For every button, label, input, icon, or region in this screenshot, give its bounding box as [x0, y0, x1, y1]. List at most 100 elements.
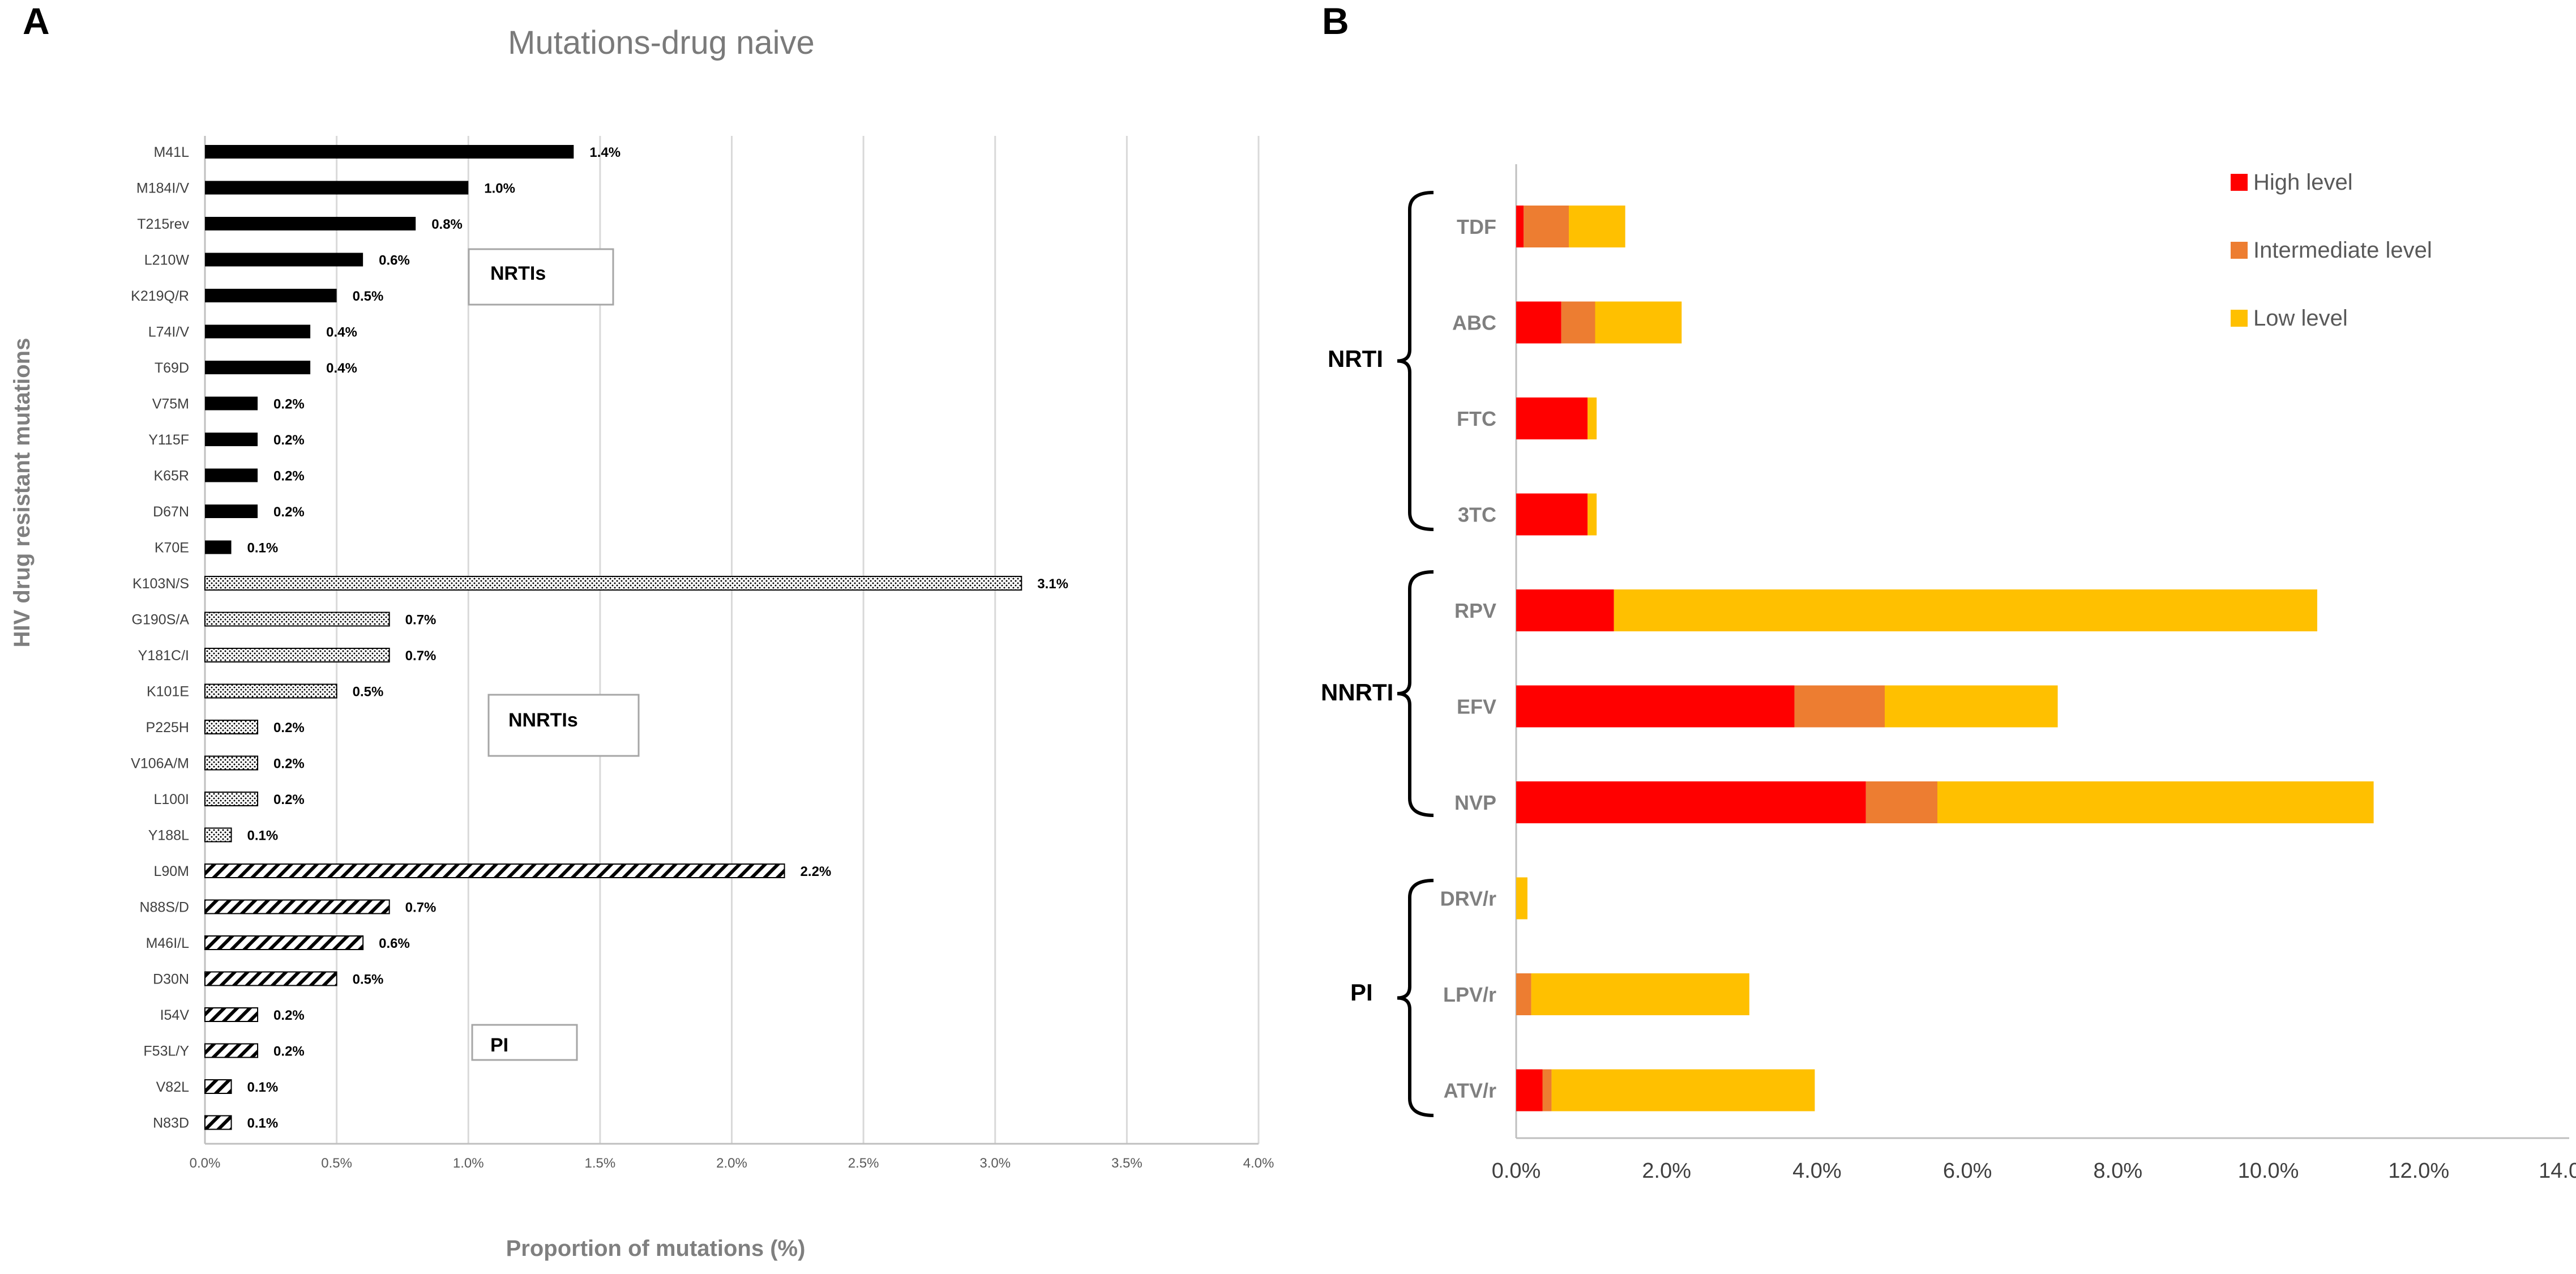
bar-b-3tc-low-level [1587, 493, 1597, 536]
category-label-a: K70E [155, 540, 189, 556]
legend-swatch-b-low-level [2231, 310, 2248, 327]
bar-b-nvp-low-level [1937, 781, 2374, 823]
category-label-a: G190S/A [132, 612, 190, 628]
bar-a-p225h [204, 720, 259, 734]
category-label-a: Y115F [148, 432, 189, 448]
bar-b-ftc-high-level [1516, 397, 1588, 439]
bar-a-v106a-m [204, 755, 259, 771]
data-label-a: 0.2% [273, 1008, 305, 1023]
category-label-a: Y181C/I [138, 648, 189, 664]
x-tick-label-a: 2.0% [716, 1156, 747, 1171]
bar-b-tdf-high-level [1516, 206, 1524, 247]
data-label-a: 0.2% [273, 792, 305, 807]
bar-a-l100i [204, 792, 259, 806]
x-axis-title-a: Proportion of mutations (%) [506, 1236, 806, 1261]
category-label-a: N88S/D [139, 900, 189, 916]
bar-b-abc-high-level [1516, 301, 1561, 344]
category-label-a: K103N/S [132, 576, 189, 592]
x-tick-label-b: 2.0% [1642, 1159, 1691, 1183]
bar-b-abc-low-level [1595, 301, 1682, 344]
category-label-a: F53L/Y [143, 1044, 189, 1059]
bar-a-v75m [205, 396, 258, 411]
category-label-b: RPV [1454, 599, 1496, 622]
x-tick-label-a: 2.5% [848, 1156, 879, 1171]
data-label-a: 2.2% [801, 864, 832, 879]
bar-b-efv-high-level [1516, 685, 1795, 728]
bar-a-k219q-r [205, 289, 337, 302]
x-tick-label-b: 14.0% [2539, 1159, 2576, 1183]
data-label-a: 0.7% [405, 648, 437, 664]
data-label-a: 0.2% [273, 505, 305, 520]
data-label-a: 0.1% [247, 541, 279, 556]
panel-a-title: Mutations-drug naive [508, 24, 815, 61]
bar-a-l210w [205, 253, 363, 267]
bar-a-t215rev [205, 217, 416, 230]
bar-a-d67n [205, 505, 258, 518]
legend-label-b-intermediate-level: Intermediate level [2253, 238, 2432, 263]
bar-b-tdf-intermediate-level [1524, 206, 1569, 247]
group-brace-b-nrti [1397, 191, 1434, 531]
x-tick-label-b: 12.0% [2388, 1159, 2449, 1183]
bar-b-rpv-low-level [1614, 589, 2317, 631]
x-tick-label-a: 0.0% [190, 1156, 221, 1171]
group-label-b-pi: PI [1350, 979, 1373, 1006]
x-tick-label-a: 1.0% [453, 1156, 484, 1171]
category-label-a: Y188L [148, 828, 189, 844]
data-label-a: 0.5% [353, 972, 384, 987]
bar-a-y188l [204, 827, 232, 843]
category-label-a: M184I/V [136, 181, 189, 196]
data-label-a: 0.5% [353, 289, 384, 304]
category-label-a: L100I [153, 792, 189, 807]
bar-b-abc-intermediate-level [1561, 301, 1595, 344]
bar-a-m41l [205, 145, 574, 159]
group-box-a-pi [471, 1024, 578, 1061]
data-label-a: 0.2% [273, 1044, 305, 1059]
data-label-a: 0.4% [326, 361, 357, 376]
group-brace-b-pi [1397, 879, 1434, 1117]
category-label-a: D30N [153, 972, 189, 987]
data-label-a: 0.2% [273, 397, 305, 412]
data-label-a: 0.2% [273, 756, 305, 772]
bar-b-nvp-intermediate-level [1865, 781, 1937, 823]
x-tick-label-b: 8.0% [2094, 1159, 2143, 1183]
bar-b-efv-intermediate-level [1794, 685, 1885, 728]
category-label-a: K101E [147, 684, 189, 700]
bar-b-atv-r-low-level [1551, 1069, 1815, 1111]
x-tick-label-b: 10.0% [2238, 1159, 2299, 1183]
data-label-a: 1.0% [484, 181, 515, 196]
data-label-a: 0.2% [273, 433, 305, 448]
bar-b-rpv-high-level [1516, 589, 1614, 631]
group-label-b-nrti: NRTI [1328, 345, 1383, 372]
bar-a-m46i-l [204, 935, 364, 950]
group-box-a-nrtis [468, 248, 614, 306]
category-label-b: 3TC [1458, 503, 1496, 527]
category-label-a: I54V [160, 1007, 190, 1023]
data-label-a: 0.6% [379, 253, 410, 268]
category-label-a: P225H [146, 720, 189, 736]
category-label-a: L90M [153, 863, 189, 879]
data-label-a: 0.2% [273, 469, 305, 484]
y-axis-title-a: HIV drug resistant mutations [10, 338, 35, 648]
category-label-a: T215rev [137, 216, 189, 232]
bar-a-l90m [204, 863, 785, 878]
category-label-b: FTC [1457, 407, 1496, 430]
category-label-a: T69D [155, 360, 189, 376]
category-label-a: K219Q/R [131, 288, 189, 304]
data-label-a: 0.2% [273, 720, 305, 736]
group-box-a-nnrtis [487, 694, 640, 757]
bar-a-i54v [204, 1007, 259, 1022]
category-label-a: V75M [152, 396, 189, 412]
category-label-b: NVP [1454, 791, 1496, 814]
category-label-a: L210W [144, 253, 190, 268]
group-label-a-nrtis: NRTIs [490, 263, 546, 284]
data-label-a: 0.7% [405, 900, 437, 916]
bar-a-g190s-a [204, 612, 390, 627]
group-label-a-nnrtis: NNRTIs [508, 709, 578, 731]
bar-a-f53l-y [204, 1043, 259, 1058]
data-label-a: 0.5% [353, 685, 384, 700]
x-tick-label-a: 0.5% [321, 1156, 352, 1171]
legend-label-b-high-level: High level [2253, 170, 2353, 195]
group-label-b-nnrti: NNRTI [1321, 679, 1393, 706]
